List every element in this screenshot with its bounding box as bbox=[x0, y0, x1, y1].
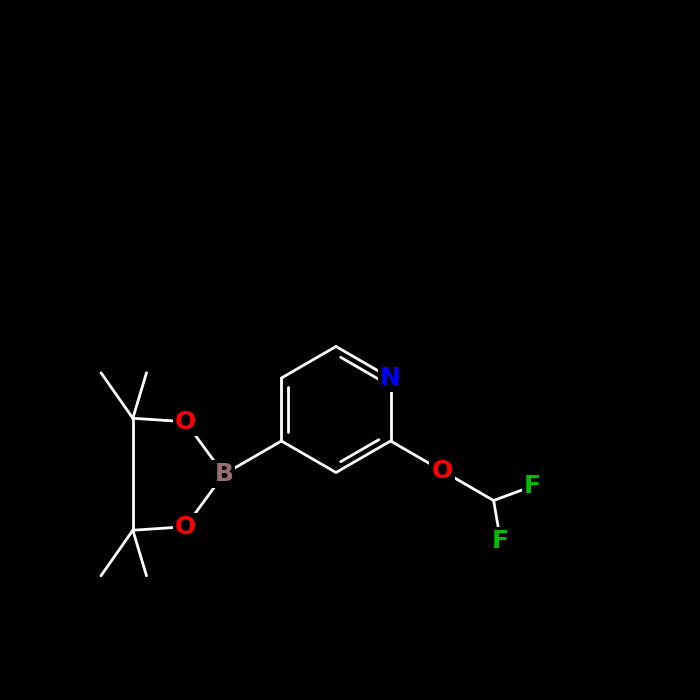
Text: F: F bbox=[492, 529, 509, 553]
Text: O: O bbox=[431, 458, 453, 483]
Text: O: O bbox=[175, 514, 196, 539]
Text: N: N bbox=[380, 366, 401, 390]
Text: O: O bbox=[175, 410, 196, 434]
Text: B: B bbox=[214, 462, 233, 486]
Text: F: F bbox=[524, 475, 540, 498]
